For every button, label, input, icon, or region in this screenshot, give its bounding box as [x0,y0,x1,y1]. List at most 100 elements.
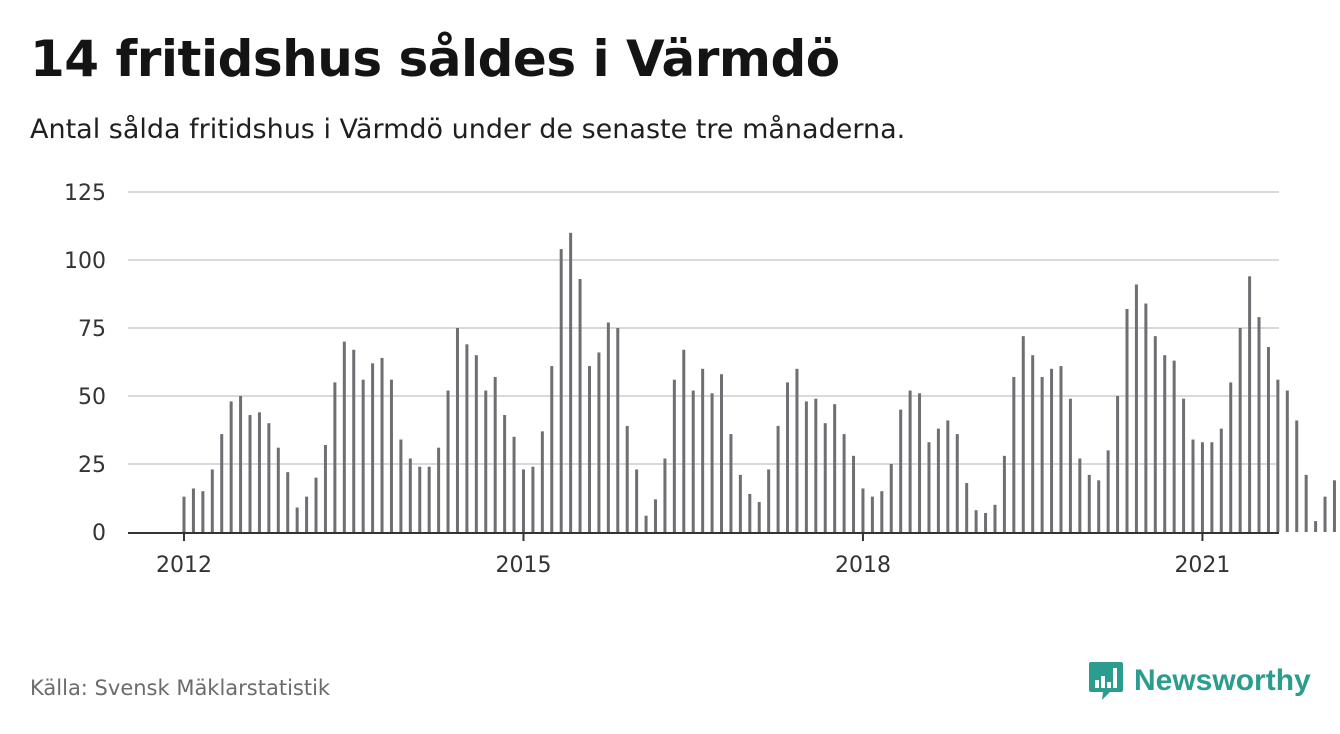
bar [1200,442,1204,532]
bar [389,379,393,532]
bar [540,431,544,532]
chart-subtitle: Antal sålda fritidshus i Värmdö under de… [30,114,906,145]
y-axis-ticks: 0 25 50 75 100 125 [64,181,106,546]
bar [229,401,233,532]
y-tick-label: 75 [78,317,106,342]
bar [918,393,922,532]
bar [710,393,714,532]
bar [899,409,903,532]
bar [1031,355,1035,532]
x-tick-label: 2015 [495,553,551,578]
bar [465,344,469,532]
y-tick-label: 100 [64,249,106,274]
bar [267,423,271,532]
bar [1295,420,1299,532]
bar [220,434,224,532]
bar [1314,521,1318,532]
bar [418,466,422,532]
bar [654,499,657,532]
bar [729,434,733,532]
bar [833,404,837,532]
bar [1116,396,1120,532]
bar [437,447,441,532]
bar [201,491,205,532]
bar [672,379,676,532]
bar [701,368,705,532]
bar [1219,428,1223,532]
bar [276,447,280,532]
bar [1191,439,1195,532]
bar [767,469,771,532]
bar [1153,336,1157,532]
y-tick-label: 25 [78,453,106,478]
bar [625,425,629,532]
bar [955,434,959,532]
brand-logo[interactable]: Newsworthy [1088,660,1311,702]
bar [691,390,695,532]
bar [1134,284,1138,532]
chart-title: 14 fritidshus såldes i Värmdö [30,30,840,88]
bar [965,483,969,532]
bar [182,496,186,532]
bar [757,502,761,532]
bar [663,458,667,532]
bar [1276,379,1280,532]
bar [1144,303,1148,532]
bar [974,510,978,532]
bar [1248,276,1252,532]
bar [1087,474,1091,532]
bar [1332,480,1336,532]
bar [946,420,950,532]
bar [1163,355,1167,532]
brand-name: Newsworthy [1134,664,1311,697]
bar [474,355,478,532]
bar [342,341,346,532]
bar [1050,368,1054,532]
bar [408,458,412,532]
bar [861,488,865,532]
bar [286,472,290,532]
bar [1172,360,1176,532]
bar [1021,336,1025,532]
bar [399,439,403,532]
bar [804,401,808,532]
bar [550,366,554,532]
bar [814,398,818,532]
bar [644,515,648,532]
bar [1210,442,1214,532]
y-tick-label: 0 [92,521,106,546]
bar [1229,382,1233,532]
bar [682,349,686,532]
bar [1266,347,1270,532]
bar [531,466,535,532]
bars [182,232,1336,533]
bar [880,491,884,532]
bar [927,442,931,532]
bar [521,469,525,532]
bar [248,415,252,532]
bar [1078,458,1082,532]
bar [493,376,497,532]
bar [748,493,752,532]
bar [333,382,337,532]
bar [597,352,601,532]
x-tick-label: 2021 [1174,553,1230,578]
bar [776,425,780,532]
bar [795,368,799,532]
bar [852,455,856,532]
y-tick-label: 50 [78,385,106,410]
bar [616,328,620,532]
bar [352,349,356,532]
bar [1106,450,1110,532]
bar [1323,496,1327,532]
bar [361,379,365,532]
bar [870,496,874,532]
bar [305,496,309,532]
bar [427,466,431,532]
bar [1182,398,1186,532]
bar [1304,474,1308,532]
bar [371,363,375,532]
bar [578,279,582,532]
bar [738,474,742,532]
bar [908,390,912,532]
